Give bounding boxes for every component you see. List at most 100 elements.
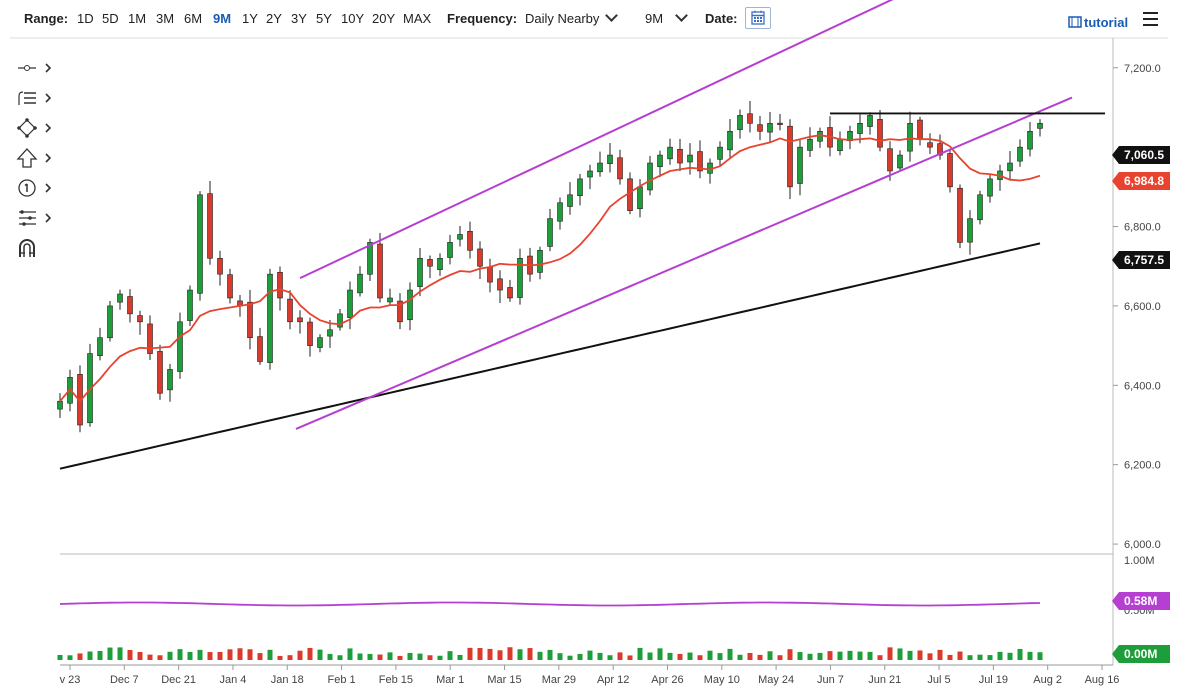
channel-upper-line[interactable] (299, 0, 958, 280)
arrow-tool[interactable] (14, 148, 54, 170)
candle (597, 151, 603, 177)
channel-lower-line[interactable] (295, 96, 1073, 430)
price-tick-label: 6,200.0 (1124, 460, 1161, 472)
price-tick-label: 7,200.0 (1124, 63, 1161, 75)
candle (377, 233, 383, 303)
volume-bar (807, 653, 813, 660)
price-tick-label: 6,000.0 (1124, 539, 1161, 551)
volume-bar (967, 655, 973, 660)
volume-bar (197, 649, 203, 660)
volume-last-badge: 0.00M (1112, 645, 1170, 663)
volume-bar (977, 654, 983, 660)
list-tool[interactable] (14, 88, 54, 110)
range-1m[interactable]: 1M (128, 11, 147, 26)
volume-bar (607, 655, 613, 660)
candle (87, 343, 93, 427)
candle (537, 246, 543, 280)
range-20y[interactable]: 20Y (372, 11, 396, 26)
volume-bar (277, 655, 283, 660)
volume-bar (547, 649, 553, 660)
film-icon (1068, 16, 1082, 28)
magnet-icon (19, 239, 35, 257)
number-tool[interactable] (14, 178, 54, 200)
candle (587, 164, 593, 190)
time-tick-label: Apr 26 (651, 674, 683, 686)
time-tick-label: May 24 (758, 674, 794, 686)
volume-bar (367, 653, 373, 660)
fib-tool[interactable] (14, 208, 54, 230)
candle (227, 268, 233, 304)
volume-bar (997, 651, 1003, 660)
tutorial-link[interactable]: tutorial (1068, 15, 1128, 30)
volume-bar (907, 650, 913, 660)
volume-bar (267, 649, 273, 660)
shape-tool[interactable] (14, 118, 54, 140)
range-5y[interactable]: 5Y (316, 11, 332, 26)
ma-slow-line (59, 242, 1041, 470)
volume-bar (527, 648, 533, 660)
candle (1027, 121, 1033, 157)
candle (757, 115, 763, 141)
range-2y[interactable]: 2Y (266, 11, 282, 26)
candle (417, 248, 423, 297)
candle (397, 293, 403, 330)
price-tick-label: 6,400.0 (1124, 380, 1161, 392)
volume-bar (917, 650, 923, 660)
toolbar: Range: 1D 5D 1M 3M 6M 9M 1Y 2Y 3Y 5Y 10Y… (0, 0, 1178, 38)
volume-bar (137, 651, 143, 660)
volume-last-value: 0.00M (1124, 647, 1157, 661)
number-tool-icon (18, 179, 52, 197)
range-1d[interactable]: 1D (77, 11, 94, 26)
volume-bar (987, 655, 993, 660)
range-6m[interactable]: 6M (184, 11, 203, 26)
volume-bar (337, 655, 343, 660)
volume-bar (377, 654, 383, 660)
volume-bar (437, 655, 443, 660)
frequency-select[interactable]: Daily Nearby (525, 9, 619, 26)
range-3y[interactable]: 3Y (291, 11, 307, 26)
range-1y[interactable]: 1Y (242, 11, 258, 26)
volume-bar (867, 651, 873, 660)
range-5d[interactable]: 5D (102, 11, 119, 26)
candle (297, 310, 303, 334)
range-9m[interactable]: 9M (213, 11, 232, 26)
candle (507, 279, 513, 302)
volume-bar (217, 651, 223, 660)
volume-bar (497, 650, 503, 660)
period-select[interactable]: 9M (645, 9, 688, 26)
candle (687, 143, 693, 175)
time-tick-label: Jan 4 (219, 674, 246, 686)
candle (737, 109, 743, 139)
candle (967, 210, 973, 255)
candle (497, 270, 503, 304)
volume-bar (207, 652, 213, 660)
price-tick-label: 6,600.0 (1124, 301, 1161, 313)
volume-bar (787, 649, 793, 660)
arrow-tool-icon (16, 148, 52, 168)
volume-bar (937, 649, 943, 660)
candle (487, 258, 493, 293)
candle (517, 248, 523, 305)
volume-bar (617, 652, 623, 660)
candle (897, 150, 903, 172)
volume-bar (1037, 652, 1043, 660)
line-tool[interactable] (14, 58, 54, 80)
range-max[interactable]: MAX (403, 11, 432, 26)
volume-bar (507, 647, 513, 660)
candle (207, 180, 213, 265)
candle (467, 221, 473, 259)
candle (777, 113, 783, 131)
period-value: 9M (645, 11, 664, 26)
ma-fast-badge: 6,984.8 (1112, 172, 1170, 190)
candle (317, 334, 323, 353)
candle (547, 208, 553, 252)
range-3m[interactable]: 3M (156, 11, 175, 26)
candle (117, 289, 123, 310)
price-axis: 7,200.0 6,800.0 6,600.0 6,400.0 6,200.0 6,000… (1113, 63, 1161, 551)
calendar-button[interactable] (745, 7, 771, 29)
range-10y[interactable]: 10Y (341, 11, 365, 26)
volume-bar (677, 653, 683, 660)
menu-icon[interactable] (1143, 12, 1158, 30)
magnet-tool[interactable] (14, 238, 54, 260)
